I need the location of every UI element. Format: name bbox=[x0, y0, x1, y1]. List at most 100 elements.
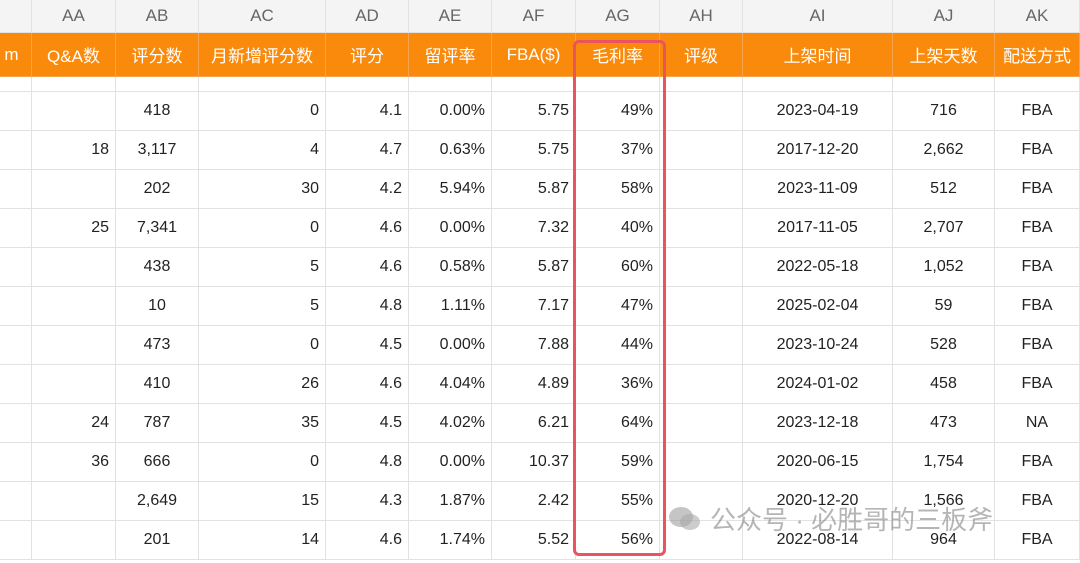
cell: 410 bbox=[116, 365, 199, 404]
watermark: 公众号 · 必胜哥的三板斧 bbox=[668, 500, 993, 537]
column-letter: AD bbox=[326, 0, 409, 33]
cell: 716 bbox=[893, 92, 995, 131]
cell bbox=[32, 365, 116, 404]
cell: 3,117 bbox=[116, 131, 199, 170]
cell: 418 bbox=[116, 92, 199, 131]
cell: 64% bbox=[576, 404, 660, 443]
cell: 49% bbox=[576, 92, 660, 131]
cell bbox=[660, 365, 743, 404]
cell: 4.1 bbox=[326, 92, 409, 131]
cell: 2025-02-04 bbox=[743, 287, 893, 326]
cell bbox=[0, 209, 32, 248]
cell: 30 bbox=[199, 170, 326, 209]
cell: 2017-12-20 bbox=[743, 131, 893, 170]
cell bbox=[576, 77, 660, 92]
cell: 0 bbox=[199, 443, 326, 482]
cell: 25 bbox=[32, 209, 116, 248]
column-letter: AH bbox=[660, 0, 743, 33]
cell: 0.63% bbox=[409, 131, 492, 170]
cell bbox=[660, 170, 743, 209]
cell: 2022-05-18 bbox=[743, 248, 893, 287]
cell bbox=[660, 131, 743, 170]
column-letter: AA bbox=[32, 0, 116, 33]
cell: 4.3 bbox=[326, 482, 409, 521]
header-cell: 配送方式 bbox=[995, 33, 1080, 77]
cell: 0 bbox=[199, 209, 326, 248]
cell: 55% bbox=[576, 482, 660, 521]
cell: FBA bbox=[995, 170, 1080, 209]
cell: 473 bbox=[116, 326, 199, 365]
cell: 2020-06-15 bbox=[743, 443, 893, 482]
cell: 0.00% bbox=[409, 326, 492, 365]
cell: 1.11% bbox=[409, 287, 492, 326]
cell: 7.32 bbox=[492, 209, 576, 248]
cell: FBA bbox=[995, 248, 1080, 287]
cell: 5.94% bbox=[409, 170, 492, 209]
cell: 0 bbox=[199, 326, 326, 365]
cell bbox=[32, 248, 116, 287]
column-letter: AI bbox=[743, 0, 893, 33]
cell bbox=[0, 443, 32, 482]
cell bbox=[0, 170, 32, 209]
cell: 59 bbox=[893, 287, 995, 326]
cell bbox=[0, 365, 32, 404]
cell: 1,754 bbox=[893, 443, 995, 482]
cell: 40% bbox=[576, 209, 660, 248]
cell bbox=[32, 77, 116, 92]
header-cell: 上架天数 bbox=[893, 33, 995, 77]
cell: 60% bbox=[576, 248, 660, 287]
cell: 512 bbox=[893, 170, 995, 209]
cell: 1.87% bbox=[409, 482, 492, 521]
cell: 15 bbox=[199, 482, 326, 521]
cell: NA bbox=[995, 404, 1080, 443]
cell: 787 bbox=[116, 404, 199, 443]
cell bbox=[32, 287, 116, 326]
cell: 2,707 bbox=[893, 209, 995, 248]
cell bbox=[32, 170, 116, 209]
cell: 14 bbox=[199, 521, 326, 560]
cell bbox=[0, 287, 32, 326]
header-cell: 月新增评分数 bbox=[199, 33, 326, 77]
header-cell: 上架时间 bbox=[743, 33, 893, 77]
cell: 5.52 bbox=[492, 521, 576, 560]
cell: FBA bbox=[995, 209, 1080, 248]
cell: 5.87 bbox=[492, 248, 576, 287]
cell: 4.8 bbox=[326, 287, 409, 326]
cell: 59% bbox=[576, 443, 660, 482]
cell bbox=[660, 521, 743, 560]
cell: 35 bbox=[199, 404, 326, 443]
cell bbox=[660, 326, 743, 365]
cell: 666 bbox=[116, 443, 199, 482]
cell: 201 bbox=[116, 521, 199, 560]
cell: 10 bbox=[116, 287, 199, 326]
cell: FBA bbox=[995, 131, 1080, 170]
cell: 2023-12-18 bbox=[743, 404, 893, 443]
cell: 202 bbox=[116, 170, 199, 209]
cell: 37% bbox=[576, 131, 660, 170]
cell: 7,341 bbox=[116, 209, 199, 248]
cell: 4.04% bbox=[409, 365, 492, 404]
cell: FBA bbox=[995, 326, 1080, 365]
cell bbox=[660, 443, 743, 482]
cell: 0.58% bbox=[409, 248, 492, 287]
cell: FBA bbox=[995, 92, 1080, 131]
cell bbox=[995, 77, 1080, 92]
cell: 2024-01-02 bbox=[743, 365, 893, 404]
cell bbox=[0, 248, 32, 287]
header-cell: FBA($) bbox=[492, 33, 576, 77]
cell: 4.5 bbox=[326, 404, 409, 443]
cell: 0 bbox=[199, 92, 326, 131]
cell: 18 bbox=[32, 131, 116, 170]
column-letter: AE bbox=[409, 0, 492, 33]
cell: 4.6 bbox=[326, 248, 409, 287]
cell: 4.2 bbox=[326, 170, 409, 209]
header-cell: 评分 bbox=[326, 33, 409, 77]
cell bbox=[326, 77, 409, 92]
cell bbox=[743, 77, 893, 92]
cell: 5 bbox=[199, 287, 326, 326]
cell bbox=[660, 248, 743, 287]
cell: 0.00% bbox=[409, 443, 492, 482]
cell: 7.17 bbox=[492, 287, 576, 326]
cell: FBA bbox=[995, 521, 1080, 560]
